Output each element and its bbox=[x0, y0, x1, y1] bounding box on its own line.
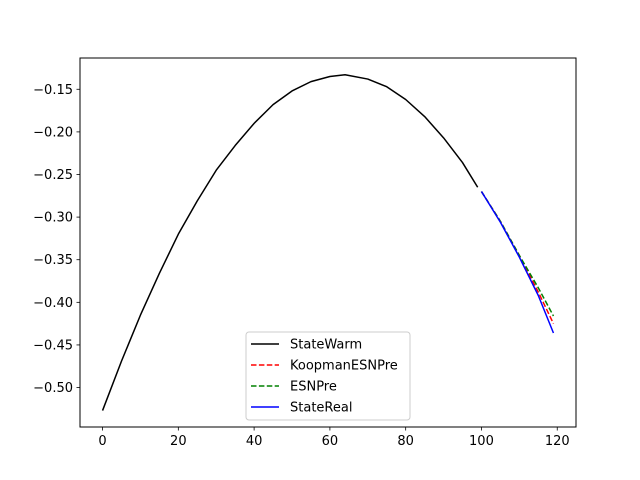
y-tick-label: −0.30 bbox=[33, 211, 73, 226]
legend: StateWarm KoopmanESNPre ESNPre StateReal bbox=[245, 331, 411, 421]
y-tick-label: −0.45 bbox=[33, 338, 73, 353]
x-tick-label: 100 bbox=[469, 434, 494, 449]
x-tick-label: 40 bbox=[246, 434, 263, 449]
x-tick-label: 80 bbox=[397, 434, 414, 449]
series-line-esnpre bbox=[480, 191, 555, 317]
series-layer bbox=[101, 74, 555, 411]
x-tick-label: 120 bbox=[545, 434, 570, 449]
y-tick-label: −0.35 bbox=[33, 253, 73, 268]
legend-frame bbox=[245, 331, 411, 421]
y-tick-label: −0.15 bbox=[33, 83, 73, 98]
series-line-statereal bbox=[480, 191, 555, 334]
y-tick-label: −0.25 bbox=[33, 168, 73, 183]
legend-label: KoopmanESNPre bbox=[290, 359, 398, 374]
y-tick-label: −0.20 bbox=[33, 125, 73, 140]
series-line-statewarm bbox=[101, 74, 479, 411]
y-tick-label: −0.50 bbox=[33, 381, 73, 396]
y-axis: −0.50 −0.45 −0.40 −0.35 −0.30 −0.25 −0.20 −0.15 bbox=[33, 83, 80, 396]
plot-frame bbox=[79, 57, 577, 428]
y-tick-label: −0.40 bbox=[33, 296, 73, 311]
legend-label: StateWarm bbox=[290, 338, 362, 353]
x-tick-label: 60 bbox=[322, 434, 339, 449]
x-axis: 0 20 40 60 80 100 120 bbox=[98, 427, 570, 449]
x-tick-label: 0 bbox=[98, 434, 106, 449]
legend-label: StateReal bbox=[290, 401, 352, 416]
x-tick-label: 20 bbox=[170, 434, 187, 449]
legend-label: ESNPre bbox=[290, 380, 337, 395]
